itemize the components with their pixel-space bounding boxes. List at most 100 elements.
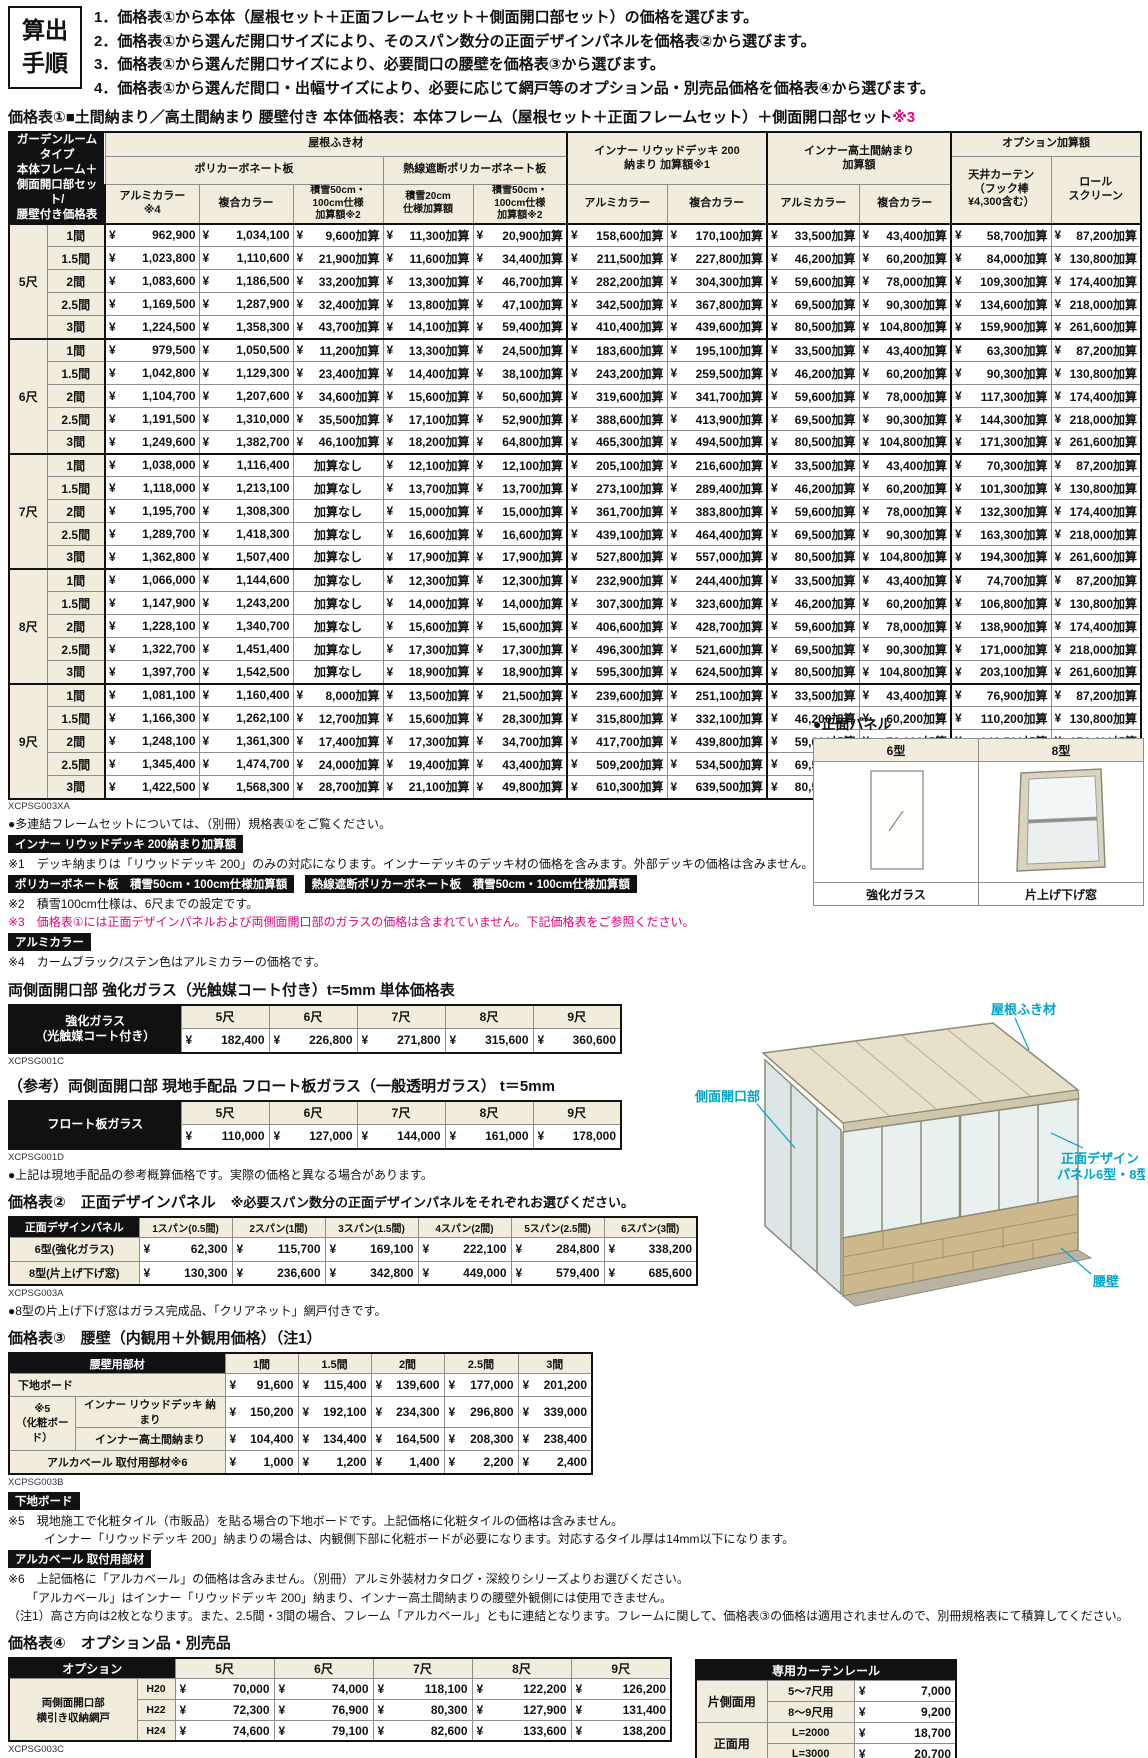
price-cell: ¥130,300	[138, 1260, 233, 1286]
price-cell: ¥43,400加算	[858, 567, 952, 593]
procedure-step-3: 3．価格表①から選んだ開口サイズにより、必要間口の腰壁を価格表③から選びます。	[94, 56, 665, 73]
price-cell: ¥18,200加算	[382, 430, 474, 455]
price-cell: ¥59,600加算	[766, 269, 860, 294]
price-cell: ¥624,500加算	[666, 660, 768, 685]
span-label: 1.5間	[46, 246, 106, 271]
price-cell: ¥1,345,400	[104, 752, 200, 777]
price-cell: ¥74,700加算	[950, 567, 1052, 593]
price-cell: ¥150,200	[224, 1396, 299, 1429]
price-cell: ¥139,600	[370, 1373, 445, 1398]
price-cell: ¥9,200	[853, 1700, 957, 1723]
price-cell: ¥50,600加算	[472, 384, 568, 409]
span-label: 1間	[46, 337, 106, 363]
koshikabe-row: インナー高土間納まり ¥104,400 ¥134,400 ¥164,500 ¥208,3…	[9, 1427, 593, 1452]
amido-corner: オプション	[8, 1657, 176, 1679]
price-cell: ¥595,300加算	[566, 660, 668, 685]
price-cell: 加算なし	[292, 545, 384, 570]
rail-row: 8〜9尺用 ¥9,200	[696, 1700, 957, 1723]
price-cell: ¥12,300加算	[382, 567, 474, 593]
price-cell: ¥177,000	[443, 1373, 519, 1398]
table1-code: XCPSG003XA	[8, 800, 70, 812]
price-cell: ¥87,200加算	[1050, 567, 1142, 593]
depth-label: 7尺	[8, 452, 48, 570]
price-cell: ¥64,800加算	[472, 430, 568, 455]
span-label: 1.5間	[46, 361, 106, 386]
price-cell: ¥243,200加算	[566, 361, 668, 386]
amido-code: XCPSG003C	[8, 1744, 64, 1756]
price-cell: ¥144,300加算	[950, 407, 1052, 432]
price-cell: ¥319,600加算	[566, 384, 668, 409]
table1-heat-header: 熱線遮断ポリカーボネート板	[382, 155, 568, 186]
table1-snow20-header: 積雪20cm 仕様加算額	[382, 184, 474, 225]
price-cell: ¥78,000加算	[858, 384, 952, 409]
price-cell: ¥449,000	[417, 1260, 512, 1286]
price-cell: ¥1,038,000	[104, 452, 200, 478]
price-cell: ¥13,500加算	[382, 682, 474, 708]
price-cell: ¥1,340,700	[198, 614, 294, 639]
depth-label: 5尺	[8, 222, 48, 340]
price-cell: ¥90,300加算	[858, 292, 952, 317]
price-cell: ¥144,000	[356, 1124, 446, 1150]
callout-side: 側面開口部	[694, 1089, 760, 1104]
price-cell: ¥1,568,300	[198, 775, 294, 800]
price-cell: ¥1,224,500	[104, 315, 200, 340]
table1-corner-header: ガーデンルーム タイプ 本体フレーム＋ 側面開口部セット/ 腰壁付き価格表	[8, 131, 106, 225]
price-cell: ¥1,308,300	[198, 499, 294, 524]
price-cell: ¥78,000加算	[858, 499, 952, 524]
price-cell: ¥307,300加算	[566, 591, 668, 616]
table2-title-text: 価格表② 正面デザインパネル	[8, 1193, 216, 1211]
price-cell: ¥46,200加算	[766, 361, 860, 386]
front-panel-col-8: 8型	[978, 738, 1144, 762]
price-cell: ¥7,000	[853, 1679, 957, 1702]
price-cell: ¥43,700加算	[292, 315, 384, 340]
price-cell: ¥87,200加算	[1050, 452, 1142, 478]
span-count-header: 5スパン(2.5間)	[510, 1216, 605, 1238]
price-cell: ¥16,600加算	[382, 522, 474, 547]
front-panel-caption-8: 片上げ下げ窓	[978, 882, 1144, 906]
float-glass-label: フロート板ガラス	[8, 1100, 182, 1150]
rail-position-label: 正面用	[695, 1721, 768, 1758]
price-row: 2間 ¥1,104,700 ¥1,207,600 ¥34,600加算 ¥15,600加算…	[9, 384, 1142, 409]
keshou-board-label: ※5 （化粧ボード）	[8, 1396, 76, 1452]
sash-window-icon	[1016, 767, 1106, 872]
price-cell: ¥16,600加算	[472, 522, 568, 547]
span-label: 2.5間	[46, 637, 106, 662]
price-row: 3間 ¥1,224,500 ¥1,358,300 ¥43,700加算 ¥14,100加算…	[9, 315, 1142, 340]
table1-poly-header: ポリカーボネート板	[104, 155, 384, 186]
price-cell: ¥14,100加算	[382, 315, 474, 340]
callout-front-2: パネル6型・8型	[1057, 1167, 1145, 1182]
price-cell: ¥80,300	[372, 1698, 473, 1721]
price-cell: ¥216,600加算	[666, 452, 768, 478]
price-cell: ¥90,300加算	[858, 522, 952, 547]
price-cell: ¥195,100加算	[666, 337, 768, 363]
price-cell: ¥12,100加算	[472, 452, 568, 478]
tag-inner-deck: インナー リウッドデッキ 200納まり加算額	[8, 834, 244, 853]
size-header: 8尺	[471, 1657, 572, 1679]
rail-size-label: L=3000	[766, 1742, 855, 1758]
price-cell: ¥101,300加算	[950, 476, 1052, 501]
price-cell: ¥1,207,600	[198, 384, 294, 409]
price-cell: ¥304,300加算	[666, 269, 768, 294]
price-row: 3間 ¥1,249,600 ¥1,382,700 ¥46,100加算 ¥18,200加算…	[9, 430, 1142, 455]
price-cell: 加算なし	[292, 452, 384, 478]
shitaji-board-label: 下地ボード	[8, 1373, 226, 1398]
price-cell: ¥1,542,500	[198, 660, 294, 685]
price-cell: ¥109,300加算	[950, 269, 1052, 294]
span-label: 3間	[46, 430, 106, 455]
price-cell: ¥118,100	[372, 1677, 473, 1700]
table3-code: XCPSG003B	[8, 1476, 64, 1488]
price-cell: ¥130,800加算	[1050, 476, 1142, 501]
price-cell: ¥170,100加算	[666, 222, 768, 248]
rail-position-label: 片側面用	[695, 1679, 768, 1723]
price-cell: ¥1,200	[297, 1450, 372, 1475]
price-cell: ¥332,100加算	[666, 706, 768, 731]
procedure-step-4: 4．価格表①から選んだ間口・出幅サイズにより、必要に応じて網戸等のオプション品・…	[94, 79, 935, 97]
price-cell: ¥59,400加算	[472, 315, 568, 340]
price-cell: ¥1,166,300	[104, 706, 200, 731]
note-multiframe: ●多連結フレームセットについては、（別冊）規格表①をご覧ください。	[8, 816, 392, 831]
price-cell: ¥59,600加算	[766, 384, 860, 409]
price-cell: ¥19,400加算	[382, 752, 474, 777]
price-cell: ¥1,169,500	[104, 292, 200, 317]
price-cell: ¥104,400	[224, 1427, 299, 1452]
